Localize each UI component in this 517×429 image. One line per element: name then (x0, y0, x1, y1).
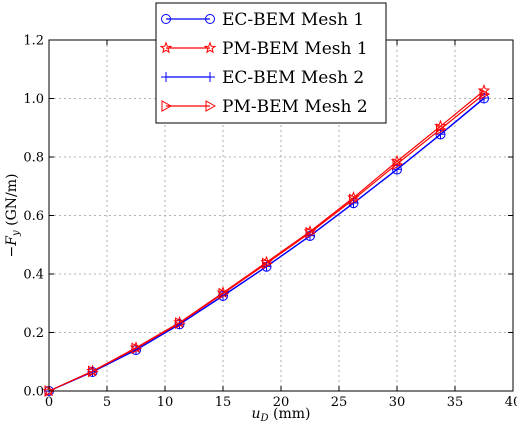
series-3 (44, 92, 489, 396)
legend-label: PM-BEM Mesh 2 (222, 97, 368, 117)
legend-entry: EC-BEM Mesh 2 (161, 68, 364, 88)
y-axis-label-sub: y (11, 230, 22, 237)
data-point (305, 226, 317, 239)
y-axis-label-unit: (GN/m) (4, 174, 20, 231)
legend-marker (161, 14, 171, 24)
legend-label: EC-BEM Mesh 1 (222, 10, 364, 30)
x-tick-label: 5 (103, 395, 111, 410)
legend-entry: EC-BEM Mesh 1 (161, 10, 364, 30)
series-line (48, 98, 485, 392)
x-tick-label: 40 (505, 395, 517, 410)
legend-marker (205, 100, 217, 112)
y-tick-label: 0.6 (23, 209, 44, 224)
legend-marker (159, 41, 173, 54)
x-tick-label: 20 (273, 395, 290, 410)
data-point (131, 342, 143, 355)
legend: EC-BEM Mesh 1 PM-BEM Mesh 1 EC-BEM Mesh 2 P… (155, 2, 387, 124)
x-tick-label: 30 (389, 395, 406, 410)
data-point (175, 317, 186, 329)
data-point (436, 123, 447, 136)
x-tick-label: 35 (447, 395, 464, 410)
x-axis-label-sub: D (260, 413, 269, 424)
series-2 (42, 83, 491, 397)
x-axis-label-unit: (mm) (269, 406, 311, 422)
series-line (48, 90, 485, 392)
y-tick-label: 0.0 (23, 385, 44, 400)
legend-entry: PM-BEM Mesh 1 (159, 39, 368, 59)
x-tick-label: 10 (157, 395, 174, 410)
data-point (262, 257, 273, 270)
legend-label: PM-BEM Mesh 1 (222, 39, 368, 59)
x-tick-label: 25 (331, 395, 348, 410)
legend-entry: PM-BEM Mesh 2 (161, 97, 368, 117)
y-tick-label: 0.4 (23, 268, 44, 283)
data-point (88, 365, 99, 378)
y-tick-label: 1.0 (23, 92, 44, 107)
data-point (218, 287, 230, 300)
data-point (392, 164, 402, 175)
data-point (392, 158, 404, 170)
series-4 (44, 88, 491, 397)
y-tick-label: 0.2 (23, 326, 44, 341)
series-line (48, 97, 485, 392)
y-axis-label: −Fy (GN/m) (4, 174, 22, 258)
y-axis-label-main: −F (4, 235, 20, 258)
y-tick-label: 0.8 (23, 151, 44, 166)
data-point (479, 88, 491, 100)
series-1 (44, 93, 489, 396)
legend-marker (203, 41, 217, 54)
series-line (48, 93, 485, 392)
x-axis-label: uD (mm) (252, 406, 311, 424)
legend-label: EC-BEM Mesh 2 (222, 68, 364, 88)
legend-marker (205, 14, 215, 24)
x-tick-label: 0 (45, 395, 53, 410)
ticks: 0 5 10 15 20 25 30 35 40 0.0 0.2 0.4 0.6 0.8 1.0 1.2 (23, 34, 517, 411)
data-point (349, 193, 360, 206)
legend-box (155, 2, 387, 124)
x-axis-label-main: u (252, 406, 261, 422)
series-layer (42, 83, 491, 397)
legend-marker (161, 100, 173, 112)
legend-marker (161, 72, 171, 82)
y-tick-label: 1.2 (23, 34, 44, 49)
legend-marker (205, 72, 215, 82)
x-tick-label: 15 (215, 395, 232, 410)
